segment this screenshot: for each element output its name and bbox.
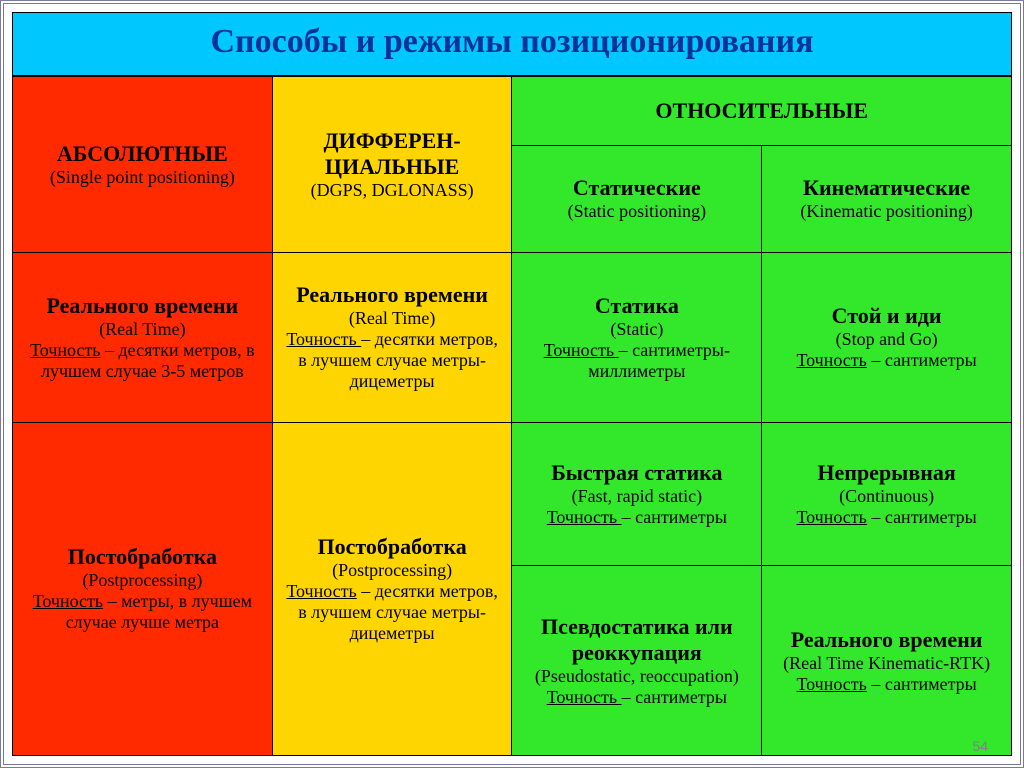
cont-acc-label: Точность (796, 507, 866, 527)
cell-continuous: Непрерывная (Continuous) Точность – сант… (762, 422, 1012, 566)
hdr-kin-main: Кинематические (803, 175, 970, 200)
hdr-differential: ДИФФЕРЕН- ЦИАЛЬНЫЕ (DGPS, DGLONASS) (272, 77, 512, 253)
static-acc: Точность – сантиметры-миллиметры (520, 340, 753, 382)
static-en: (Static) (520, 319, 753, 340)
cont-acc-text: – сантиметры (867, 507, 977, 527)
stopgo-acc: Точность – сантиметры (770, 350, 1003, 371)
pseudo-en: (Pseudostatic, reoccupation) (520, 666, 753, 687)
diff-pp-acc-label: Точность (286, 581, 356, 601)
rtk-acc-label: Точность (796, 674, 866, 694)
abs-rt-en: (Real Time) (21, 319, 264, 340)
stopgo-acc-text: – сантиметры (867, 350, 977, 370)
abs-rt-acc-label: Точность (30, 340, 100, 360)
hdr-relative-main: ОТНОСИТЕЛЬНЫЕ (655, 98, 868, 123)
abs-rt-acc: Точность – десятки метров, в лучшем случ… (21, 340, 264, 382)
diff-rt-acc-label: Точность (286, 329, 361, 349)
diff-pp-en: (Postprocessing) (281, 560, 504, 581)
hdr-absolute-sub: (Single point positioning) (50, 167, 235, 187)
cell-rtk: Реального времени (Real Time Kinematic-R… (762, 566, 1012, 756)
diff-rt-title: Реального времени (281, 282, 504, 308)
hdr-static-main: Статические (573, 175, 701, 200)
abs-pp-acc-label: Точность (33, 591, 103, 611)
hdr-kin-sub: (Kinematic positioning) (800, 201, 972, 221)
cell-stopgo: Стой и иди (Stop and Go) Точность – сант… (762, 252, 1012, 422)
cont-title: Непрерывная (770, 460, 1003, 486)
cell-abs-postproc: Постобработка (Postprocessing) Точность … (13, 422, 273, 755)
stopgo-acc-label: Точность (796, 350, 866, 370)
diff-pp-title: Постобработка (281, 534, 504, 560)
fast-en: (Fast, rapid static) (520, 486, 753, 507)
diff-pp-acc: Точность – десятки метров, в лучшем случ… (281, 581, 504, 644)
pseudo-title: Псевдостатика или реоккупация (520, 614, 753, 666)
diff-rt-en: (Real Time) (281, 308, 504, 329)
cell-fast-static: Быстрая статика (Fast, rapid static) Точ… (512, 422, 762, 566)
hdr-static-sub: (Static positioning) (568, 201, 707, 221)
diff-rt-acc: Точность – десятки метров, в лучшем случ… (281, 329, 504, 392)
hdr-absolute: АБСОЛЮТНЫЕ (Single point positioning) (13, 77, 273, 253)
static-title: Статика (520, 293, 753, 319)
slide-page: Способы и режимы позиционирования АБСОЛЮ… (4, 4, 1020, 764)
hdr-kinematic: Кинематические (Kinematic positioning) (762, 146, 1012, 252)
hdr-relative: ОТНОСИТЕЛЬНЫЕ (512, 77, 1012, 146)
stopgo-title: Стой и иди (770, 303, 1003, 329)
abs-pp-en: (Postprocessing) (21, 570, 264, 591)
hdr-diff-main: ДИФФЕРЕН- ЦИАЛЬНЫЕ (323, 128, 460, 179)
slide-title: Способы и режимы позиционирования (12, 12, 1012, 76)
page-number: 54 (972, 738, 988, 754)
rtk-acc-text: – сантиметры (867, 674, 977, 694)
cell-pseudostatic: Псевдостатика или реоккупация (Pseudosta… (512, 566, 762, 756)
cell-diff-realtime: Реального времени (Real Time) Точность –… (272, 252, 512, 422)
hdr-absolute-main: АБСОЛЮТНЫЕ (57, 141, 228, 166)
fast-acc-text: – сантиметры (622, 507, 727, 527)
cont-en: (Continuous) (770, 486, 1003, 507)
pseudo-acc: Точность – сантиметры (520, 687, 753, 708)
cont-acc: Точность – сантиметры (770, 507, 1003, 528)
rtk-en: (Real Time Kinematic-RTK) (770, 653, 1003, 674)
cell-abs-realtime: Реального времени (Real Time) Точность –… (13, 252, 273, 422)
pseudo-acc-label: Точность (547, 687, 622, 707)
abs-pp-title: Постобработка (21, 544, 264, 570)
rtk-title: Реального времени (770, 627, 1003, 653)
cell-diff-postproc: Постобработка (Postprocessing) Точность … (272, 422, 512, 755)
abs-pp-acc: Точность – метры, в лучшем случае лучше … (21, 591, 264, 633)
hdr-static: Статические (Static positioning) (512, 146, 762, 252)
rtk-acc: Точность – сантиметры (770, 674, 1003, 695)
hdr-diff-sub: (DGPS, DGLONASS) (311, 180, 474, 200)
static-acc-label: Точность (544, 340, 619, 360)
fast-acc-label: Точность (547, 507, 622, 527)
pseudo-acc-text: – сантиметры (622, 687, 727, 707)
fast-title: Быстрая статика (520, 460, 753, 486)
cell-static: Статика (Static) Точность – сантиметры-м… (512, 252, 762, 422)
abs-rt-title: Реального времени (21, 293, 264, 319)
stopgo-en: (Stop and Go) (770, 329, 1003, 350)
fast-acc: Точность – сантиметры (520, 507, 753, 528)
positioning-table: АБСОЛЮТНЫЕ (Single point positioning) ДИ… (12, 76, 1012, 756)
